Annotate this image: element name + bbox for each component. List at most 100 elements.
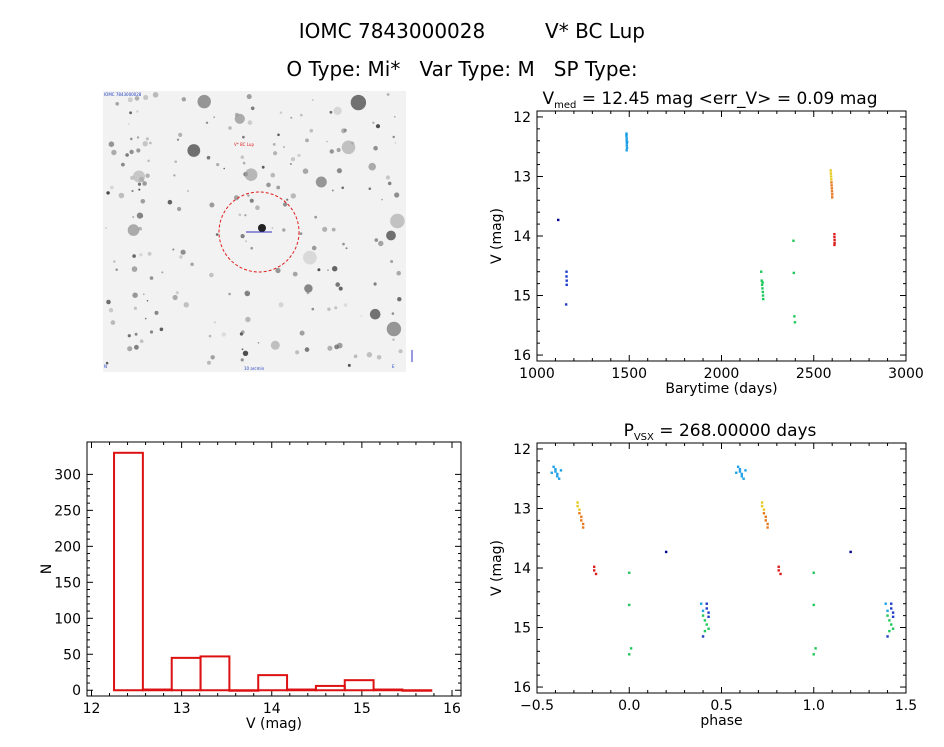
data-point (744, 469, 747, 472)
data-point (738, 470, 742, 473)
star (244, 214, 247, 217)
star (290, 116, 293, 119)
star (314, 215, 318, 219)
histogram-bar (113, 451, 144, 692)
y-tick-label: 15 (513, 289, 531, 305)
star (347, 363, 351, 367)
star (327, 307, 331, 311)
data-point (792, 271, 796, 275)
star (197, 94, 211, 109)
star (303, 250, 317, 265)
x-tick-label: 1000 (519, 366, 555, 382)
star (255, 205, 260, 210)
star (338, 286, 343, 291)
star (241, 348, 244, 351)
data-point (890, 602, 893, 605)
magnitude-histogram: 12 13 14 15 16 0 50 100 150 200 250 300 V (mag) N (39, 441, 462, 732)
star (149, 330, 154, 334)
star (240, 358, 244, 362)
star (132, 292, 138, 298)
star (373, 282, 377, 286)
image-label-north: N (104, 364, 107, 369)
star (173, 174, 176, 177)
star (368, 187, 372, 190)
light-curve-title: Vmed = 12.45 mag <err_V> = 0.09 mag (542, 89, 877, 111)
star (137, 182, 142, 186)
star (233, 195, 240, 201)
star (136, 136, 140, 139)
data-point (829, 169, 832, 172)
data-point (792, 239, 795, 242)
y-tick-label: 150 (54, 575, 81, 591)
x-tick-label: −0.5 (520, 698, 554, 714)
data-point (664, 550, 668, 554)
star (159, 327, 164, 332)
data-point (830, 190, 834, 193)
star (329, 110, 333, 114)
star (305, 138, 309, 143)
star (105, 227, 107, 229)
star (215, 233, 219, 236)
data-point (833, 241, 836, 245)
star (132, 254, 136, 258)
star (311, 245, 317, 251)
star (145, 173, 150, 178)
star (360, 315, 363, 317)
star (311, 99, 314, 101)
star (343, 303, 348, 307)
data-point (742, 477, 745, 480)
star (221, 332, 226, 337)
y-tick-label: 100 (54, 611, 81, 627)
data-point (793, 321, 797, 324)
star (213, 321, 216, 324)
star (329, 149, 334, 154)
star (136, 148, 141, 153)
data-point (833, 235, 836, 239)
star (209, 202, 215, 208)
data-point (625, 146, 629, 150)
star (322, 226, 328, 232)
star (392, 338, 395, 341)
star (140, 199, 146, 204)
star (242, 135, 245, 139)
data-point (705, 602, 708, 605)
star (213, 116, 215, 118)
data-point (625, 149, 628, 152)
star (118, 192, 125, 199)
star (242, 161, 246, 165)
title-subscript: VSX (634, 432, 654, 443)
x-tick-label: 12 (83, 701, 101, 717)
star (341, 140, 356, 155)
star (111, 149, 117, 156)
data-point (564, 303, 568, 306)
data-point (830, 187, 834, 190)
star (394, 192, 400, 198)
data-point (760, 279, 763, 282)
phased-title: PVSX = 268.00000 days (624, 421, 817, 443)
data-point (592, 569, 596, 572)
data-point (707, 627, 710, 630)
star (142, 141, 148, 147)
star (127, 224, 140, 236)
x-tick-label: 1.0 (803, 698, 825, 714)
star (247, 120, 253, 125)
x-axis-label: Barytime (days) (665, 381, 777, 397)
data-point (759, 270, 763, 273)
star (190, 262, 194, 267)
data-point (829, 175, 833, 178)
star (257, 342, 260, 344)
y-tick-label: 14 (513, 229, 531, 245)
data-point (735, 471, 738, 474)
star (390, 260, 394, 263)
star (234, 112, 239, 117)
data-point (625, 137, 628, 140)
data-point (559, 469, 563, 472)
data-point (814, 647, 817, 650)
star (136, 110, 139, 113)
star (245, 240, 247, 243)
data-point (766, 522, 769, 526)
y-tick-label: 15 (513, 621, 531, 637)
star (106, 191, 110, 195)
title-rest: = 12.45 mag <err_V> = 0.09 mag (576, 89, 877, 109)
title-symbol: P (624, 421, 634, 441)
